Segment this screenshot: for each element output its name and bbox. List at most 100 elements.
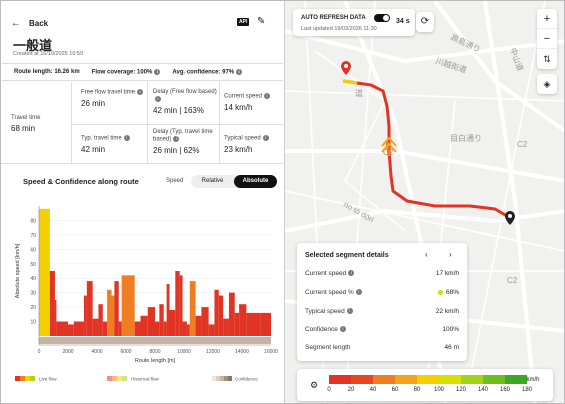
toggle-absolute[interactable]: Absolute (234, 175, 277, 188)
x-tick-label: 4000 (91, 349, 102, 355)
speed-bar (175, 271, 180, 336)
speed-chart: 10 20 30 40 50 60 70 80 0 2000 4000 6000 8000 10000 12… (9, 206, 279, 401)
street-label: C2 (517, 140, 528, 149)
info-icon[interactable]: i (154, 68, 161, 75)
historical-flow-swatch (107, 376, 112, 381)
x-tick-label: 8000 (149, 349, 160, 355)
speed-bar (246, 312, 261, 336)
y-tick-label: 10 (30, 320, 36, 326)
delay-typical: Delay (Typ. travel time based) i 26 min |… (153, 129, 213, 155)
speed-bar (134, 321, 141, 336)
page-title: 一般道 (13, 38, 53, 53)
info-icon[interactable]: i (236, 68, 243, 75)
route-segment-fast[interactable] (342, 79, 358, 85)
direction-arrows (381, 136, 397, 153)
typical-speed: Typical speed i 23 km/h (224, 135, 282, 153)
swap-direction-button[interactable]: ⇅ (543, 54, 551, 64)
info-icon[interactable]: i (137, 89, 144, 95)
zoom-in-button[interactable]: + (537, 9, 557, 29)
y-tick-label: 40 (30, 276, 36, 282)
speed-bar (83, 295, 87, 336)
speed-bar (86, 281, 93, 336)
previous-segment-button[interactable]: ‹ (425, 250, 428, 259)
speed-color-segment (505, 375, 527, 384)
x-tick-label: 16000 (264, 349, 278, 355)
speed-bar (118, 321, 122, 336)
map-controls: + − ⇅ (537, 9, 557, 69)
end-marker-icon[interactable] (505, 211, 515, 225)
info-icon[interactable]: i (123, 135, 130, 141)
historical-flow-swatch (117, 376, 122, 381)
auto-refresh-toggle[interactable] (374, 14, 390, 22)
speed-bar (234, 312, 240, 336)
map-panel[interactable]: 高島通り 中山道 川越街道 目白通り C2 C2 C2 no tō dōri 道… (284, 1, 564, 403)
x-tick-label: 2000 (62, 349, 73, 355)
flow-coverage: Flow coverage: 100% i (92, 68, 161, 75)
start-marker-icon[interactable] (341, 61, 351, 75)
info-icon[interactable]: i (262, 135, 269, 141)
info-icon[interactable]: i (339, 326, 346, 333)
pencil-icon[interactable]: ✎ (257, 16, 266, 27)
refresh-countdown: 34 s (396, 18, 410, 25)
speed-bar (208, 324, 215, 336)
segment-length: Segment length 46 m (305, 344, 459, 351)
speed-legend-unit: km/h (526, 377, 540, 383)
api-button[interactable]: API (237, 18, 250, 26)
speed-bar (155, 321, 160, 336)
info-icon[interactable]: i (348, 270, 355, 277)
typical-travel-time: Typ. travel time i 42 min (81, 135, 145, 153)
route-segment-medium[interactable] (385, 140, 391, 157)
speed-bar (98, 304, 103, 336)
speed-bar (92, 318, 99, 336)
arrow-left-icon: ← (11, 18, 21, 29)
refresh-button[interactable]: ⟳ (416, 12, 434, 32)
speed-legend-tick: 160 (499, 387, 511, 393)
info-icon[interactable]: i (355, 289, 362, 296)
x-axis-label: Route length [m] (135, 358, 176, 364)
speed-bar (223, 318, 229, 336)
info-icon[interactable]: i (346, 308, 353, 315)
delay-free-flow: Delay (Free flow based)i 42 min | 163% (153, 89, 217, 115)
speed-bar (186, 324, 190, 336)
speed-legend-tick: 0 (327, 387, 331, 393)
travel-time: Travel time 68 min (11, 115, 41, 133)
speed-color-segment (439, 375, 461, 384)
zoom-out-button[interactable]: − (537, 29, 557, 49)
speed-bar (218, 295, 224, 336)
live-flow-swatch (20, 376, 25, 381)
speed-color-segment (483, 375, 505, 384)
back-button[interactable]: ← Back (11, 18, 48, 29)
confidence-strip (39, 337, 271, 344)
historical-flow-swatch (112, 376, 117, 381)
y-tick-label: 20 (30, 305, 36, 311)
layers-button[interactable]: ◈ (537, 74, 557, 94)
speed-legend-tick: 60 (391, 387, 399, 393)
speed-bar (260, 312, 271, 336)
street-label: 道 (355, 88, 363, 98)
info-icon[interactable]: i (264, 93, 271, 99)
next-segment-button[interactable]: › (449, 250, 452, 259)
toggle-relative[interactable]: Relative (201, 178, 224, 184)
speed-mode-toggle[interactable]: Relative Absolute (191, 175, 277, 188)
speed-legend-tick: 100 (433, 387, 445, 393)
speed-legend-tick: 20 (347, 387, 355, 393)
info-icon[interactable]: i (173, 136, 180, 142)
route-line[interactable] (342, 79, 508, 218)
info-icon[interactable]: i (155, 96, 161, 102)
speed-bar (68, 324, 74, 336)
speed-bar (195, 315, 202, 336)
speed-bar (179, 275, 183, 336)
route-stats: Travel time 68 min Free flow travel time… (1, 82, 283, 164)
speed-bar (189, 281, 196, 336)
speed-bar (39, 208, 50, 336)
speed-mode-label: Speed (166, 178, 184, 184)
route-length: Route length: 16.26 km (14, 69, 80, 75)
last-updated: Last updated 19/03/2026 11:30 (301, 26, 377, 32)
gear-icon[interactable]: ⚙ (309, 380, 319, 390)
back-label: Back (29, 19, 49, 28)
speed-color-segment (395, 375, 417, 384)
confidence-swatch (228, 376, 232, 381)
speed-status-dot (437, 289, 443, 295)
layers-icon: ◈ (543, 79, 551, 89)
speed-legend-tick: 40 (369, 387, 377, 393)
